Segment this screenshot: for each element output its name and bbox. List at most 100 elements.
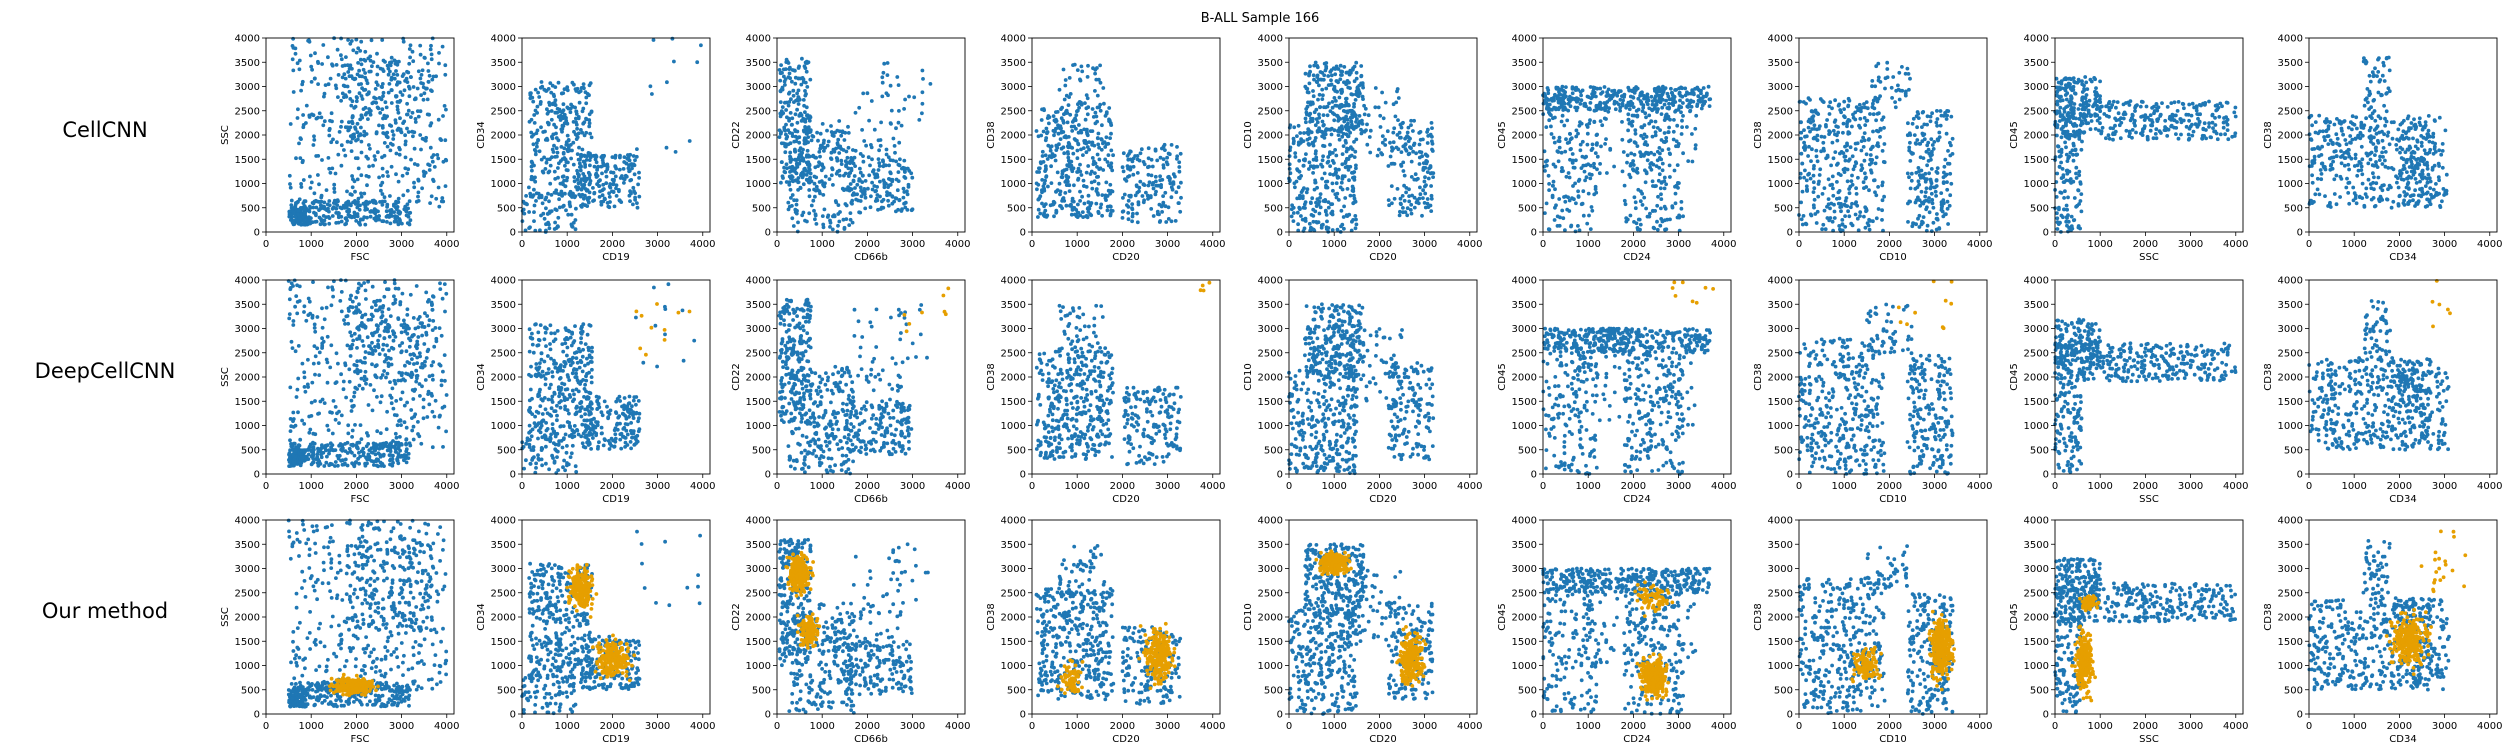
data-point	[858, 185, 863, 190]
data-point	[1401, 120, 1405, 125]
data-point	[1339, 208, 1344, 213]
data-point	[363, 75, 368, 80]
data-point	[386, 174, 390, 179]
data-point	[1173, 174, 1177, 179]
data-point	[552, 190, 557, 195]
data-point	[295, 61, 300, 66]
data-point	[542, 216, 547, 221]
data-point	[1391, 161, 1395, 166]
data-point	[582, 178, 587, 183]
data-point	[521, 199, 526, 204]
data-point	[312, 138, 317, 142]
data-point	[1036, 134, 1041, 139]
data-point	[288, 212, 293, 217]
data-point	[1300, 217, 1305, 222]
data-point	[1057, 181, 1062, 186]
data-point	[1863, 171, 1867, 176]
data-point	[818, 131, 823, 136]
data-point	[587, 172, 592, 177]
data-point	[568, 110, 573, 115]
data-point	[572, 194, 576, 199]
data-point	[1630, 89, 1635, 94]
data-point	[1675, 163, 1680, 168]
data-point	[405, 188, 410, 193]
y-tick-label: 2500	[1001, 106, 1026, 117]
data-point	[428, 201, 432, 206]
data-point	[1801, 214, 1806, 218]
data-point	[1660, 219, 1665, 224]
data-point	[1939, 200, 1944, 205]
data-point	[1579, 93, 1583, 98]
data-point	[313, 51, 317, 56]
data-point	[1551, 179, 1556, 184]
data-point	[1862, 131, 1867, 136]
data-point	[1576, 131, 1580, 136]
data-point	[1131, 164, 1136, 169]
data-point	[388, 69, 392, 74]
data-point	[870, 157, 874, 162]
data-point	[350, 185, 355, 190]
data-point	[1808, 176, 1813, 181]
data-point	[582, 196, 586, 201]
data-point	[1348, 193, 1353, 198]
data-point	[1811, 180, 1816, 185]
y-axis-label: SSC	[220, 125, 231, 145]
data-point	[1617, 102, 1621, 107]
data-point	[604, 174, 609, 179]
data-point	[1597, 171, 1602, 176]
data-point	[1551, 135, 1556, 140]
data-point	[569, 222, 574, 227]
data-point	[1423, 152, 1428, 157]
data-point	[629, 191, 633, 196]
data-point	[1647, 113, 1652, 118]
data-point	[340, 91, 345, 96]
data-point	[399, 130, 404, 135]
data-point	[1333, 167, 1338, 171]
data-point	[1631, 167, 1635, 172]
data-point	[1429, 184, 1433, 188]
data-point	[1094, 114, 1099, 119]
data-point	[1854, 192, 1859, 196]
data-point	[823, 181, 827, 186]
data-point	[1420, 213, 1424, 218]
data-point	[1345, 187, 1350, 191]
data-point	[1565, 141, 1570, 145]
data-point	[375, 83, 380, 87]
data-point	[1645, 143, 1650, 147]
data-point	[1799, 130, 1804, 135]
data-point	[425, 86, 429, 91]
data-point	[1098, 63, 1102, 68]
data-point	[443, 138, 448, 143]
data-point	[1043, 208, 1048, 213]
data-point	[1610, 94, 1615, 99]
data-point	[1841, 130, 1845, 135]
data-point	[534, 141, 539, 146]
data-point	[587, 124, 592, 129]
y-axis-label: CD10	[1243, 121, 1254, 148]
data-point	[1847, 214, 1852, 219]
data-point	[396, 179, 401, 184]
data-point	[1555, 224, 1560, 228]
data-point	[423, 138, 428, 143]
x-axis-label: FSC	[351, 252, 370, 263]
data-point	[1880, 208, 1884, 213]
data-point	[651, 38, 656, 42]
data-point	[1566, 101, 1571, 106]
data-point	[876, 157, 881, 162]
data-point	[554, 208, 559, 213]
data-point	[382, 153, 387, 158]
data-point	[611, 182, 616, 186]
data-point	[1664, 182, 1668, 187]
data-point	[1880, 149, 1885, 153]
data-point	[1578, 142, 1583, 147]
data-point	[1337, 126, 1342, 130]
data-point	[779, 63, 783, 67]
data-point	[1099, 202, 1104, 207]
data-point	[1547, 118, 1552, 123]
data-point	[1084, 106, 1089, 111]
data-point	[319, 115, 324, 120]
data-point	[1341, 144, 1346, 149]
data-point	[1311, 101, 1315, 106]
data-point	[1329, 132, 1334, 137]
data-point	[419, 73, 424, 77]
